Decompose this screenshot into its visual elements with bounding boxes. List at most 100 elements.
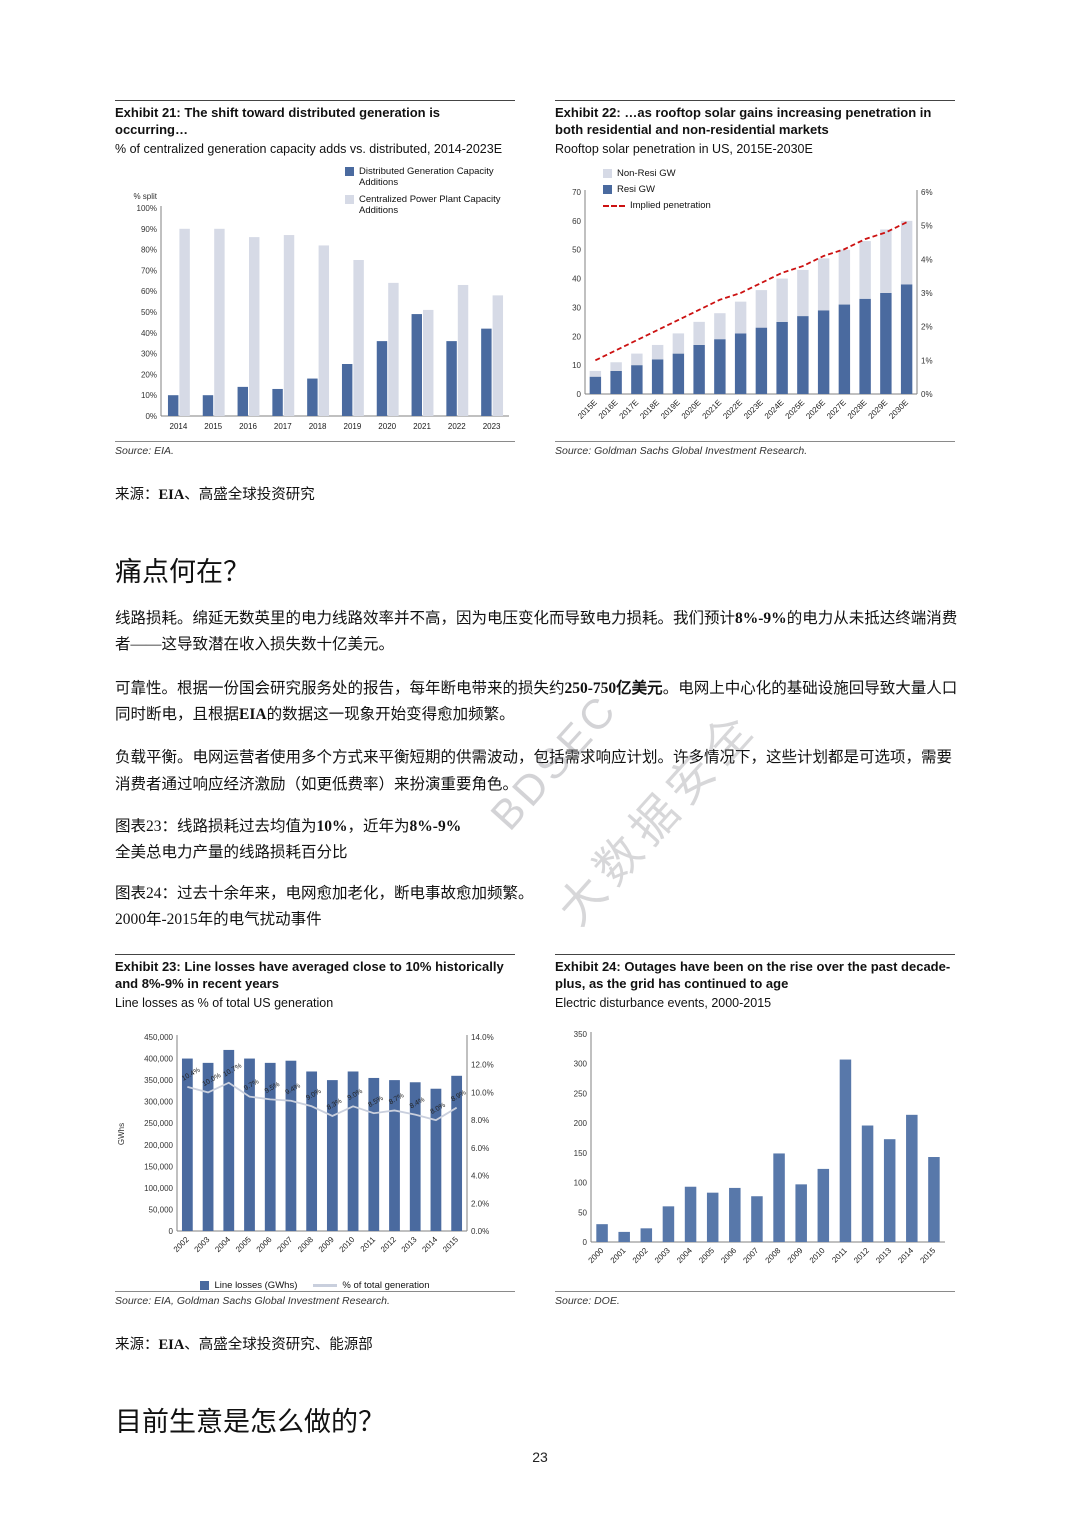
svg-text:2017E: 2017E: [618, 398, 641, 421]
source-pre: 来源：: [115, 487, 159, 503]
svg-text:150: 150: [574, 1149, 588, 1158]
svg-text:2000: 2000: [587, 1246, 606, 1265]
exhibit-23-panel: Exhibit 23: Line losses have averaged cl…: [115, 954, 515, 1307]
legend-label-resi: Resi GW: [617, 183, 655, 195]
exhibit-22-legend: Non-Resi GW Resi GW Implied penetration: [603, 168, 773, 212]
svg-text:2013: 2013: [874, 1246, 893, 1265]
svg-text:2020: 2020: [378, 422, 396, 431]
svg-text:50: 50: [578, 1208, 587, 1217]
exhibit-24-source: Source: DOE.: [555, 1291, 955, 1307]
svg-text:20%: 20%: [141, 370, 157, 379]
svg-text:2001: 2001: [609, 1246, 628, 1265]
exhibit-row-top: Exhibit 21: The shift toward distributed…: [115, 100, 965, 457]
svg-text:200: 200: [574, 1119, 588, 1128]
legend-label-nonresi: Non-Resi GW: [617, 167, 676, 179]
p2-text-2: 。电网上中心化的基础设施回导致大量人口同时断电，且根据: [115, 679, 958, 724]
svg-text:2013: 2013: [400, 1235, 419, 1254]
fig23-text-2: ，近年为: [347, 818, 410, 836]
svg-text:2004: 2004: [675, 1246, 694, 1265]
svg-text:30%: 30%: [141, 350, 157, 359]
legend-label-distributed: Distributed Generation Capacity Addition…: [359, 165, 494, 188]
source-post-2: 、高盛全球投资研究、能源部: [184, 1337, 373, 1354]
svg-text:350,000: 350,000: [144, 1076, 173, 1085]
svg-text:2016: 2016: [239, 422, 257, 431]
svg-text:2022E: 2022E: [721, 398, 744, 421]
svg-text:450,000: 450,000: [144, 1033, 173, 1042]
exhibit-row-bottom: Exhibit 23: Line losses have averaged cl…: [115, 954, 965, 1307]
legend-item-nonresi: Non-Resi GW: [603, 168, 773, 179]
svg-text:30: 30: [572, 303, 581, 312]
svg-text:2012: 2012: [852, 1246, 871, 1265]
svg-text:100: 100: [574, 1179, 588, 1188]
exhibit-23-title: Exhibit 23: Line losses have averaged cl…: [115, 959, 504, 991]
svg-text:14.0%: 14.0%: [471, 1033, 494, 1042]
svg-text:2029E: 2029E: [867, 398, 890, 421]
svg-text:2015: 2015: [441, 1235, 460, 1254]
svg-text:80%: 80%: [141, 246, 157, 255]
svg-text:2%: 2%: [921, 323, 933, 332]
svg-text:2015: 2015: [204, 422, 222, 431]
source-eia: EIA: [158, 487, 185, 503]
svg-text:0: 0: [583, 1238, 588, 1247]
p2-bold-2: EIA: [239, 706, 267, 724]
svg-text:2022: 2022: [448, 422, 466, 431]
p2-bold-1: 250-750亿美元: [564, 679, 663, 697]
p2-text-1: 可靠性。根据一份国会研究服务处的报告，每年断电带来的损失约: [115, 679, 565, 697]
svg-text:% split: % split: [133, 192, 157, 201]
svg-text:60%: 60%: [141, 287, 157, 296]
svg-text:90%: 90%: [141, 225, 157, 234]
svg-text:5%: 5%: [921, 222, 933, 231]
paragraph-line-losses: 线路损耗。绵延无数英里的电力线路效率并不高，因为电压变化而导致电力损耗。我们预计…: [115, 606, 965, 659]
legend-label-pct-generation: % of total generation: [342, 1279, 430, 1291]
exhibit-24-chart: 0 50 100 150 200 250 300 350 2000 2001 2002 2003 200…: [555, 1024, 953, 1291]
svg-text:2027E: 2027E: [825, 398, 848, 421]
exhibit-22-chart: 0 10 20 30 40 50 60 70 0% 1% 2% 3% 4% 5% 6% 2015E 2016E 2…: [555, 182, 953, 441]
svg-text:2012: 2012: [379, 1235, 398, 1254]
svg-text:2005: 2005: [234, 1235, 253, 1254]
source-post: 、高盛全球投资研究: [184, 487, 315, 503]
legend-item-implied-penetration: Implied penetration: [603, 200, 773, 211]
exhibit-24-subtitle: Electric disturbance events, 2000-2015: [555, 996, 772, 1011]
svg-text:6%: 6%: [921, 188, 933, 197]
svg-text:100%: 100%: [137, 204, 157, 213]
svg-text:2023E: 2023E: [742, 398, 765, 421]
svg-text:2024E: 2024E: [763, 398, 786, 421]
legend-item-resi: Resi GW: [603, 184, 773, 195]
svg-text:300,000: 300,000: [144, 1098, 173, 1107]
exhibit-22-subtitle: Rooftop solar penetration in US, 2015E-2…: [555, 142, 813, 157]
svg-text:40%: 40%: [141, 329, 157, 338]
svg-text:300: 300: [574, 1060, 588, 1069]
svg-text:10%: 10%: [141, 391, 157, 400]
svg-text:2020E: 2020E: [680, 398, 703, 421]
page-content: Exhibit 21: The shift toward distributed…: [115, 100, 965, 1437]
svg-text:70%: 70%: [141, 266, 157, 275]
svg-text:3%: 3%: [921, 289, 933, 298]
svg-text:2004: 2004: [213, 1235, 232, 1254]
paragraph-reliability: 可靠性。根据一份国会研究服务处的报告，每年断电带来的损失约250-750亿美元。…: [115, 676, 965, 729]
svg-text:2023: 2023: [483, 422, 501, 431]
figure-23-caption-line1: 图表23：线路损耗过去均值为10%，近年为8%-9%: [115, 815, 965, 839]
distributed-series-swatch: [345, 166, 354, 176]
line-losses-series-swatch: [200, 1281, 210, 1291]
svg-text:2002: 2002: [631, 1246, 650, 1265]
fig23-bold-1: 10%: [316, 818, 348, 836]
pct-generation-line-swatch: [313, 1284, 338, 1288]
exhibit-23-chart-area: 0 50,000 100,000 150,000 200,000 250,000 300,0…: [115, 1018, 515, 1298]
exhibit-21-title: Exhibit 21: The shift toward distributed…: [115, 105, 441, 137]
exhibit-23-source: Source: EIA, Goldman Sachs Global Invest…: [115, 1291, 515, 1307]
figure-24-caption: 图表24：过去十余年来，电网愈加老化，断电事故愈加频繁。 2000年-2015年…: [115, 882, 965, 932]
exhibit-21-panel: Exhibit 21: The shift toward distributed…: [115, 100, 515, 457]
svg-text:2016E: 2016E: [597, 398, 620, 421]
svg-text:8.0%: 8.0%: [471, 1116, 489, 1125]
svg-text:2002: 2002: [172, 1235, 191, 1254]
svg-text:2005: 2005: [697, 1246, 716, 1265]
exhibit-24-panel: Exhibit 24: Outages have been on the ris…: [555, 954, 955, 1307]
svg-text:70: 70: [572, 188, 581, 197]
svg-text:4%: 4%: [921, 255, 933, 264]
exhibit-21-legend: Distributed Generation Capacity Addition…: [345, 166, 505, 217]
svg-text:2009: 2009: [317, 1235, 336, 1254]
svg-text:2007: 2007: [741, 1246, 760, 1265]
svg-text:40: 40: [572, 275, 581, 284]
svg-text:2021: 2021: [413, 422, 431, 431]
